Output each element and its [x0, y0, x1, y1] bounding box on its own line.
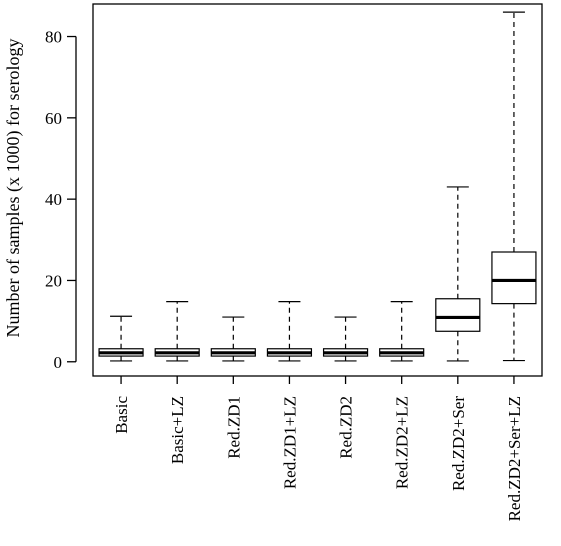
iqr-box — [491, 251, 537, 305]
x-tick-label: Red.ZD2+Ser+LZ — [505, 396, 524, 521]
box-1 — [154, 301, 200, 362]
y-tick-label: 20 — [45, 271, 62, 290]
box-3 — [266, 301, 313, 362]
plot-frame — [92, 3, 543, 377]
y-ticks: 0 20 40 60 80 — [45, 28, 76, 372]
box-2 — [210, 316, 256, 362]
x-tick-label: Red.ZD1+LZ — [280, 396, 299, 489]
x-tick-label: Red.ZD2 — [337, 396, 356, 459]
box-4 — [322, 316, 369, 362]
x-tick-labels: Basic Basic+LZ Red.ZD1 Red.ZD1+LZ Red.ZD2 Red… — [112, 376, 524, 521]
y-tick-label: 60 — [45, 109, 62, 128]
x-tick-label: Red.ZD2+Ser — [449, 396, 468, 491]
box-7 — [491, 11, 537, 362]
boxes — [98, 11, 537, 362]
box-5 — [379, 301, 425, 362]
x-tick-label: Basic — [112, 396, 131, 434]
x-tick-label: Red.ZD2+LZ — [393, 396, 412, 489]
box-0 — [98, 315, 144, 362]
box-6 — [435, 186, 481, 362]
x-tick-label: Basic+LZ — [168, 396, 187, 464]
x-tick-label: Red.ZD1 — [224, 396, 243, 459]
y-tick-label: 0 — [54, 353, 63, 372]
y-tick-label: 80 — [45, 28, 62, 47]
y-tick-label: 40 — [45, 190, 62, 209]
y-axis-title: Number of samples (x 1000) for serology — [3, 39, 24, 338]
iqr-box — [435, 298, 481, 332]
